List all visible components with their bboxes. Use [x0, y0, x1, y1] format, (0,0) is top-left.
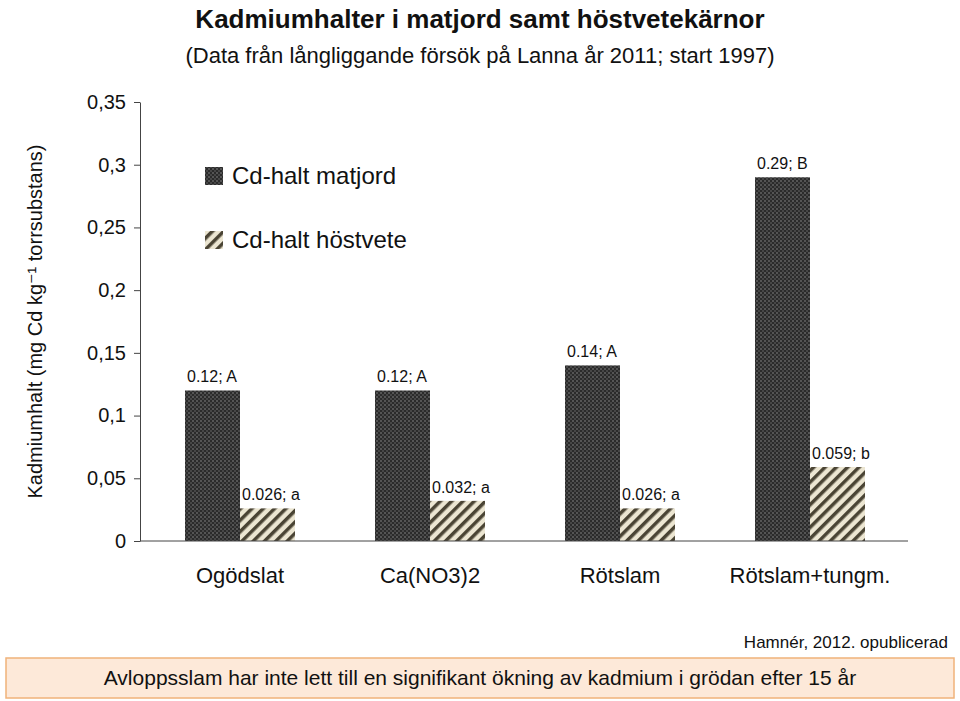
- x-tick-label: Ca(NO3)2: [380, 563, 480, 588]
- bar: [375, 390, 430, 541]
- data-label: 0.026; a: [242, 486, 300, 503]
- y-tick-mark: [134, 290, 140, 291]
- y-tick-mark: [134, 478, 140, 479]
- bar: [240, 508, 295, 541]
- x-tick: Ca(NO3)2: [380, 563, 480, 588]
- y-tick: 0,35: [87, 91, 140, 113]
- y-tick: 0,15: [87, 342, 140, 364]
- x-axis-line: [140, 541, 908, 542]
- x-tick: Rötslam+tungm.: [730, 563, 891, 588]
- y-tick: 0,3: [98, 154, 140, 176]
- bar: [185, 390, 240, 541]
- legend-label: Cd-halt matjord: [232, 162, 396, 189]
- y-axis-title: Kadmiumhalt (mg Cd kg⁻¹ torrsubstans): [24, 144, 46, 498]
- source-note: Hamnér, 2012. opublicerad: [744, 633, 948, 652]
- legend-swatch: [205, 231, 223, 249]
- data-label: 0.032; a: [432, 479, 490, 496]
- y-tick-mark: [134, 541, 140, 542]
- legend-swatch: [205, 167, 223, 185]
- x-tick: Ogödslat: [196, 563, 284, 588]
- subtitle: (Data från långliggande försök på Lanna …: [185, 43, 774, 68]
- y-tick-label: 0,25: [87, 216, 126, 238]
- bars: [185, 177, 865, 541]
- bar: [620, 508, 675, 541]
- y-tick: 0,25: [87, 216, 140, 238]
- y-tick: 0,1: [98, 404, 140, 426]
- y-tick-label: 0,15: [87, 342, 126, 364]
- y-tick-mark: [134, 227, 140, 228]
- legend-label: Cd-halt höstvete: [232, 226, 407, 253]
- bar: [430, 501, 485, 541]
- y-tick-label: 0: [115, 530, 126, 552]
- bar: [755, 177, 810, 541]
- y-tick-label: 0,2: [98, 279, 126, 301]
- y-tick: 0,05: [87, 467, 140, 489]
- data-label: 0.026; a: [622, 486, 680, 503]
- data-label: 0.059; b: [812, 445, 870, 462]
- y-tick-mark: [134, 165, 140, 166]
- y-tick: 0,2: [98, 279, 140, 301]
- note-box: [6, 658, 954, 698]
- y-tick-mark: [134, 416, 140, 417]
- data-label: 0.12; A: [187, 368, 237, 385]
- data-label: 0.29; B: [757, 155, 808, 172]
- chart: Kadmiumhalter i matjord samt höstvetekär…: [0, 0, 960, 701]
- y-tick-label: 0,05: [87, 467, 126, 489]
- bar: [810, 467, 865, 541]
- title: Kadmiumhalter i matjord samt höstvetekär…: [195, 4, 764, 34]
- x-tick-label: Ogödslat: [196, 563, 284, 588]
- legend: Cd-halt matjord Cd-halt höstvete: [205, 162, 407, 253]
- x-axis: Ogödslat Ca(NO3)2 Rötslam Rötslam+tungm.: [140, 541, 908, 588]
- y-tick-label: 0,3: [98, 154, 126, 176]
- x-tick-label: Rötslam: [580, 563, 661, 588]
- y-tick-mark: [134, 353, 140, 354]
- y-tick-mark: [134, 102, 140, 103]
- data-label: 0.12; A: [377, 368, 427, 385]
- x-tick: Rötslam: [580, 563, 661, 588]
- y-axis-line: [140, 103, 141, 542]
- y-tick-label: 0,35: [87, 91, 126, 113]
- data-labels: 0.12; A 0.12; A 0.14; A 0.29; B 0.026; a 0.03…: [187, 155, 870, 503]
- y-tick-label: 0,1: [98, 404, 126, 426]
- y-tick: 0: [115, 530, 140, 552]
- data-label: 0.14; A: [567, 343, 617, 360]
- bar: [565, 365, 620, 541]
- y-axis: 0 0,05 0,1 0,15 0,2 0,25 0,3 0,35: [87, 91, 140, 552]
- note: Avloppsslam har inte lett till en signif…: [104, 666, 857, 689]
- x-tick-label: Rötslam+tungm.: [730, 563, 891, 588]
